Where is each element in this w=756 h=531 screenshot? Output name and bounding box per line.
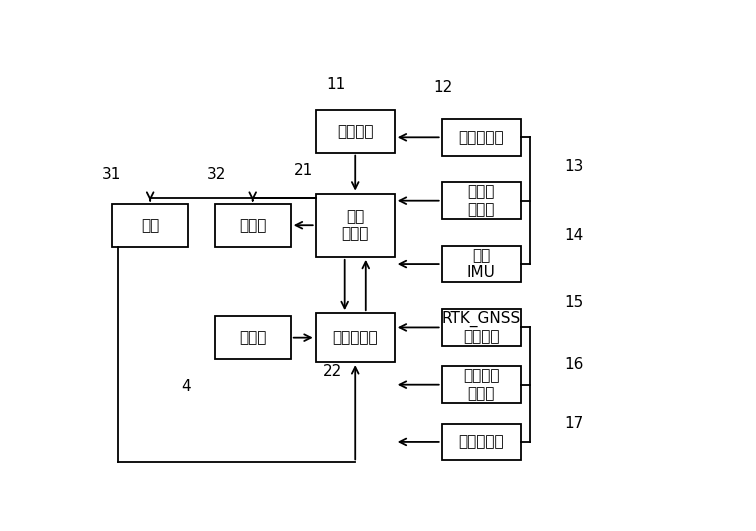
Text: 里程计
传感器: 里程计 传感器 — [467, 184, 495, 217]
Bar — [442, 309, 521, 346]
Text: 车载重物
传感器: 车载重物 传感器 — [463, 369, 500, 401]
Text: 报警器: 报警器 — [239, 218, 266, 233]
Text: 32: 32 — [207, 167, 226, 183]
Text: 13: 13 — [565, 159, 584, 174]
Text: 超声波雷达: 超声波雷达 — [458, 130, 504, 145]
Text: 16: 16 — [565, 357, 584, 372]
Bar — [316, 313, 395, 362]
Bar — [215, 316, 291, 359]
Bar — [215, 204, 291, 247]
Text: 4: 4 — [181, 379, 191, 394]
Bar — [442, 119, 521, 156]
Text: 遥控器: 遥控器 — [239, 330, 266, 345]
Bar — [442, 246, 521, 282]
Bar — [316, 193, 395, 257]
Bar — [112, 204, 188, 247]
Text: 电机: 电机 — [141, 218, 160, 233]
Bar — [442, 366, 521, 403]
Text: 底盘
控制器: 底盘 控制器 — [342, 209, 369, 242]
Bar — [442, 182, 521, 219]
Text: 电池电量: 电池电量 — [337, 124, 373, 139]
Text: 14: 14 — [565, 228, 584, 243]
Text: 上层控制器: 上层控制器 — [333, 330, 378, 345]
Text: 12: 12 — [433, 80, 452, 95]
Text: 车身
IMU: 车身 IMU — [466, 248, 496, 280]
Bar — [442, 424, 521, 460]
Text: 17: 17 — [565, 416, 584, 431]
Text: 11: 11 — [326, 76, 345, 92]
Text: RTK_GNSS
组合导航: RTK_GNSS 组合导航 — [442, 311, 521, 344]
Text: 21: 21 — [293, 162, 313, 177]
Text: 22: 22 — [323, 364, 342, 379]
Bar — [316, 110, 395, 152]
Text: 31: 31 — [101, 167, 121, 183]
Text: 视觉传感器: 视觉传感器 — [458, 434, 504, 449]
Text: 15: 15 — [565, 295, 584, 311]
